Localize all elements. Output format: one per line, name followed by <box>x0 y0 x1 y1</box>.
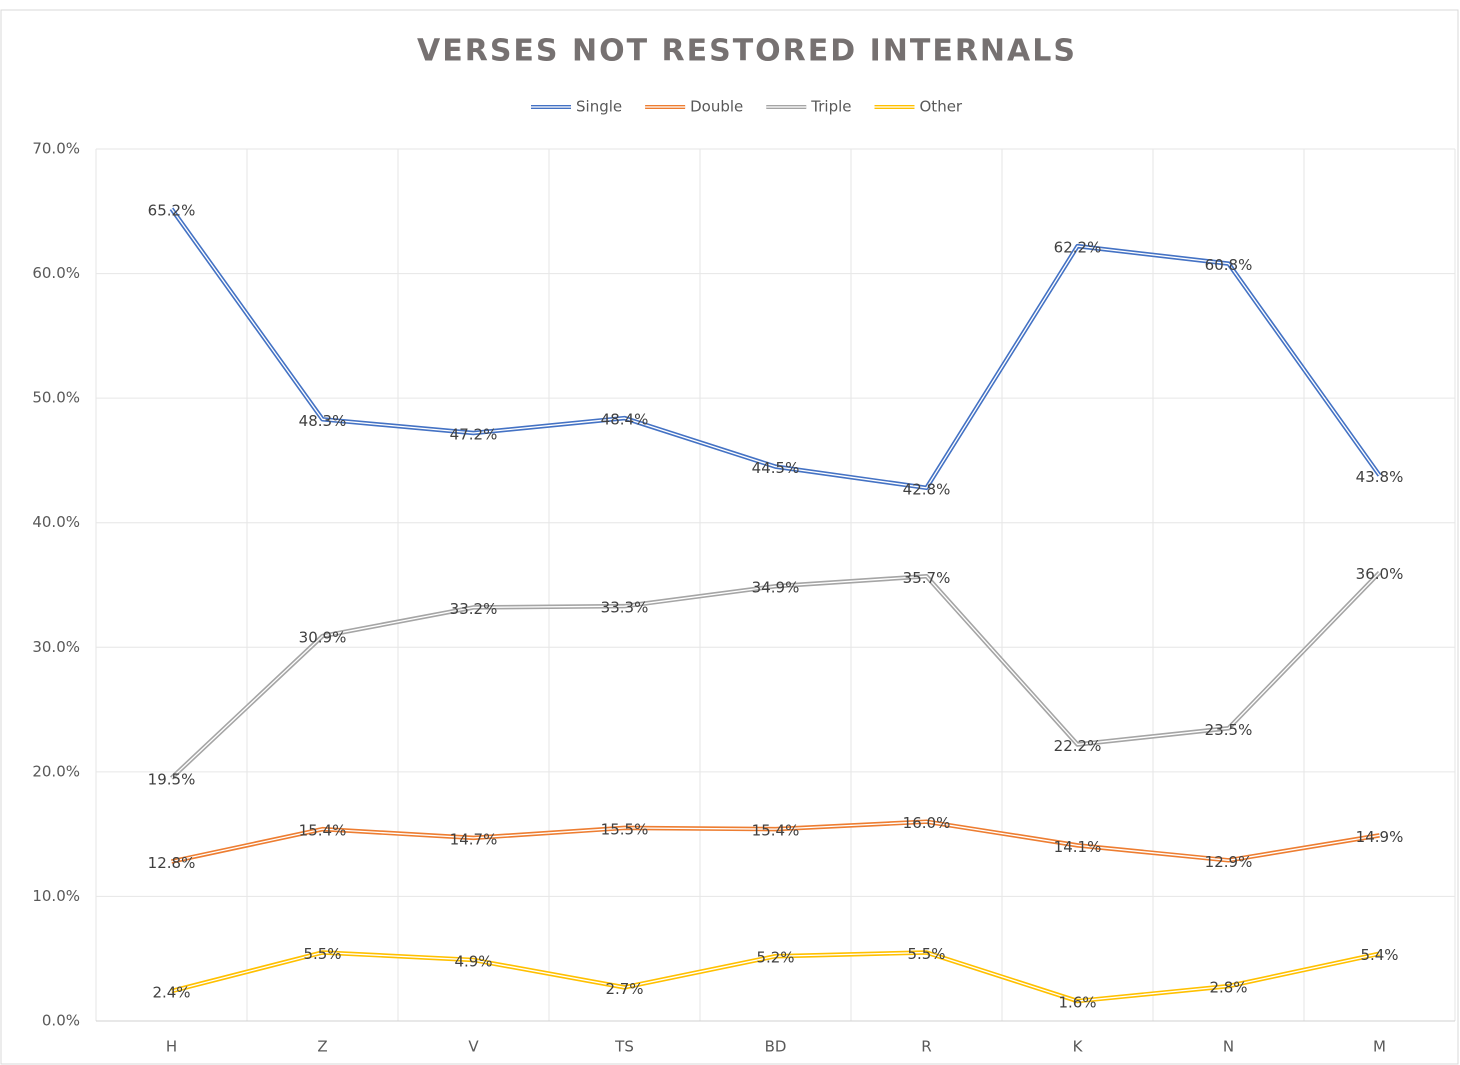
data-label: 65.2% <box>148 201 196 219</box>
data-label: 2.7% <box>605 980 643 998</box>
chart-title: VERSES NOT RESTORED INTERNALS <box>417 34 1077 69</box>
data-label: 35.7% <box>903 569 951 587</box>
x-tick-label: H <box>166 1038 177 1056</box>
y-tick-label: 50.0% <box>32 389 80 407</box>
legend-label: Single <box>576 98 622 116</box>
data-label: 14.1% <box>1054 838 1102 856</box>
data-label: 62.2% <box>1054 239 1102 257</box>
data-label: 5.5% <box>303 945 341 963</box>
data-label: 5.5% <box>907 945 945 963</box>
data-label: 48.3% <box>299 412 347 430</box>
y-tick-label: 70.0% <box>32 140 80 158</box>
data-label: 2.4% <box>152 984 190 1002</box>
data-label: 42.8% <box>903 480 951 498</box>
data-label: 4.9% <box>454 952 492 970</box>
x-tick-label: V <box>468 1038 479 1056</box>
data-label: 48.4% <box>601 411 649 429</box>
data-label: 22.2% <box>1054 737 1102 755</box>
data-label: 15.5% <box>601 820 649 838</box>
data-label: 44.5% <box>752 459 800 477</box>
data-label: 15.4% <box>752 822 800 840</box>
data-label: 1.6% <box>1058 994 1096 1012</box>
data-label: 5.2% <box>756 949 794 967</box>
x-tick-label: R <box>921 1038 931 1056</box>
data-label: 16.0% <box>903 814 951 832</box>
legend-label: Double <box>690 98 743 116</box>
data-label: 36.0% <box>1356 565 1404 583</box>
data-label: 14.9% <box>1356 828 1404 846</box>
data-label: 15.4% <box>299 822 347 840</box>
data-label: 5.4% <box>1360 946 1398 964</box>
y-tick-label: 20.0% <box>32 762 80 780</box>
data-label: 2.8% <box>1209 979 1247 997</box>
y-tick-label: 0.0% <box>42 1012 80 1030</box>
y-tick-label: 30.0% <box>32 638 80 656</box>
x-tick-label: M <box>1373 1038 1386 1056</box>
data-label: 19.5% <box>148 771 196 789</box>
chart-border <box>0 9 1459 1065</box>
series-line-highlight <box>171 572 1380 779</box>
data-label: 30.9% <box>299 629 347 647</box>
data-label: 60.8% <box>1205 256 1253 274</box>
x-tick-label: K <box>1073 1038 1084 1056</box>
data-label: 12.9% <box>1205 853 1253 871</box>
y-tick-label: 60.0% <box>32 264 80 282</box>
data-label: 33.2% <box>450 600 498 618</box>
y-tick-label: 10.0% <box>32 887 80 905</box>
data-label: 43.8% <box>1356 468 1404 486</box>
x-tick-label: Z <box>317 1038 327 1056</box>
x-tick-label: N <box>1223 1038 1234 1056</box>
x-tick-label: BD <box>765 1038 787 1056</box>
legend-label: Triple <box>810 98 851 116</box>
data-label: 14.7% <box>450 830 498 848</box>
series-line-highlight <box>171 951 1380 1002</box>
series-line-highlight <box>170 208 1381 489</box>
data-label: 12.8% <box>148 854 196 872</box>
legend-label: Other <box>920 98 963 116</box>
data-label: 33.3% <box>601 599 649 617</box>
x-tick-label: TS <box>614 1038 634 1056</box>
data-label: 34.9% <box>752 579 800 597</box>
data-label: 47.2% <box>450 426 498 444</box>
data-label: 23.5% <box>1205 721 1253 739</box>
series-line-highlight <box>171 821 1380 863</box>
y-tick-label: 40.0% <box>32 513 80 531</box>
